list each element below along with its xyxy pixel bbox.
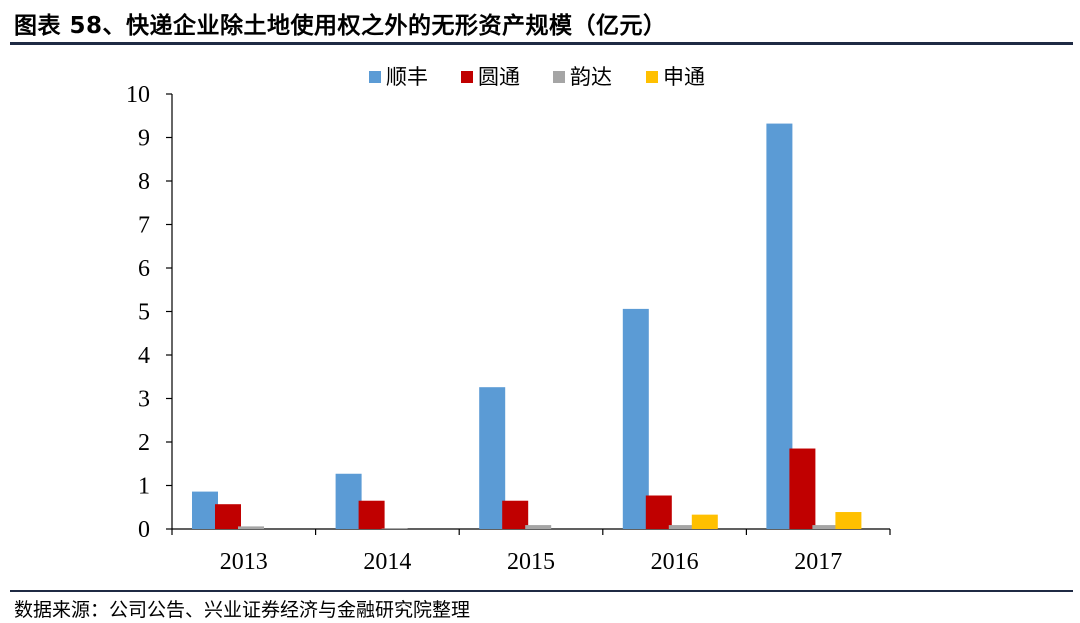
bar-3-2017: [812, 525, 839, 529]
bar-4-2017: [835, 512, 862, 529]
y-tick-label: 2: [138, 430, 150, 456]
legend-swatch: [553, 71, 565, 83]
legend-label: 申通: [663, 65, 705, 89]
bar-3-2015: [525, 525, 552, 529]
legend-swatch: [461, 71, 473, 83]
y-tick-label: 3: [138, 387, 150, 413]
x-tick-label: 2014: [363, 549, 411, 575]
bar-series: [192, 123, 862, 529]
bar-3-2016: [668, 525, 695, 529]
bar-2-2016: [645, 495, 672, 529]
bar-2-2013: [215, 504, 241, 529]
bar-3-2013: [238, 526, 264, 529]
top-divider: [10, 42, 1073, 45]
bar-4-2016: [691, 514, 718, 529]
y-tick-label: 0: [138, 517, 150, 543]
y-tick-label: 9: [138, 126, 150, 152]
bar-1-2014: [335, 473, 362, 529]
legend-label: 韵达: [570, 65, 612, 89]
legend-label: 圆通: [478, 65, 520, 89]
y-tick-label: 7: [138, 213, 150, 239]
bar-2-2017: [789, 448, 816, 529]
bar-1-2013: [192, 491, 218, 529]
bottom-divider: [10, 590, 1073, 592]
x-tick-label: 2013: [220, 549, 268, 575]
x-tick-label: 2015: [507, 549, 555, 575]
x-tick-label: 2017: [794, 549, 842, 575]
x-tick-label: 2016: [651, 549, 699, 575]
bar-2-2015: [502, 500, 529, 529]
y-tick-label: 5: [138, 300, 150, 326]
bar-1-2017: [766, 123, 793, 529]
legend-label: 顺丰: [386, 65, 428, 89]
chart-legend: 顺丰 圆通 韵达 申通: [369, 65, 705, 89]
x-axis: 2013 2014 2015 2016 2017: [171, 528, 891, 575]
source-note: 数据来源：公司公告、兴业证券经济与金融研究院整理: [14, 599, 471, 621]
y-tick-label: 8: [138, 169, 150, 195]
y-tick-label: 6: [138, 256, 150, 282]
legend-swatch: [646, 71, 658, 83]
bar-2-2014: [358, 500, 385, 529]
y-tick-label: 10: [126, 82, 150, 108]
bar-1-2015: [479, 387, 506, 529]
y-tick-label: 1: [138, 474, 150, 500]
bar-1-2016: [622, 308, 649, 529]
y-axis: 0 1 2 3 4 5 6 7 8 9 10: [126, 82, 173, 543]
y-tick-label: 4: [138, 343, 150, 369]
figure-title: 图表 58、快递企业除土地使用权之外的无形资产规模（亿元）: [14, 13, 667, 39]
legend-swatch: [369, 71, 381, 83]
